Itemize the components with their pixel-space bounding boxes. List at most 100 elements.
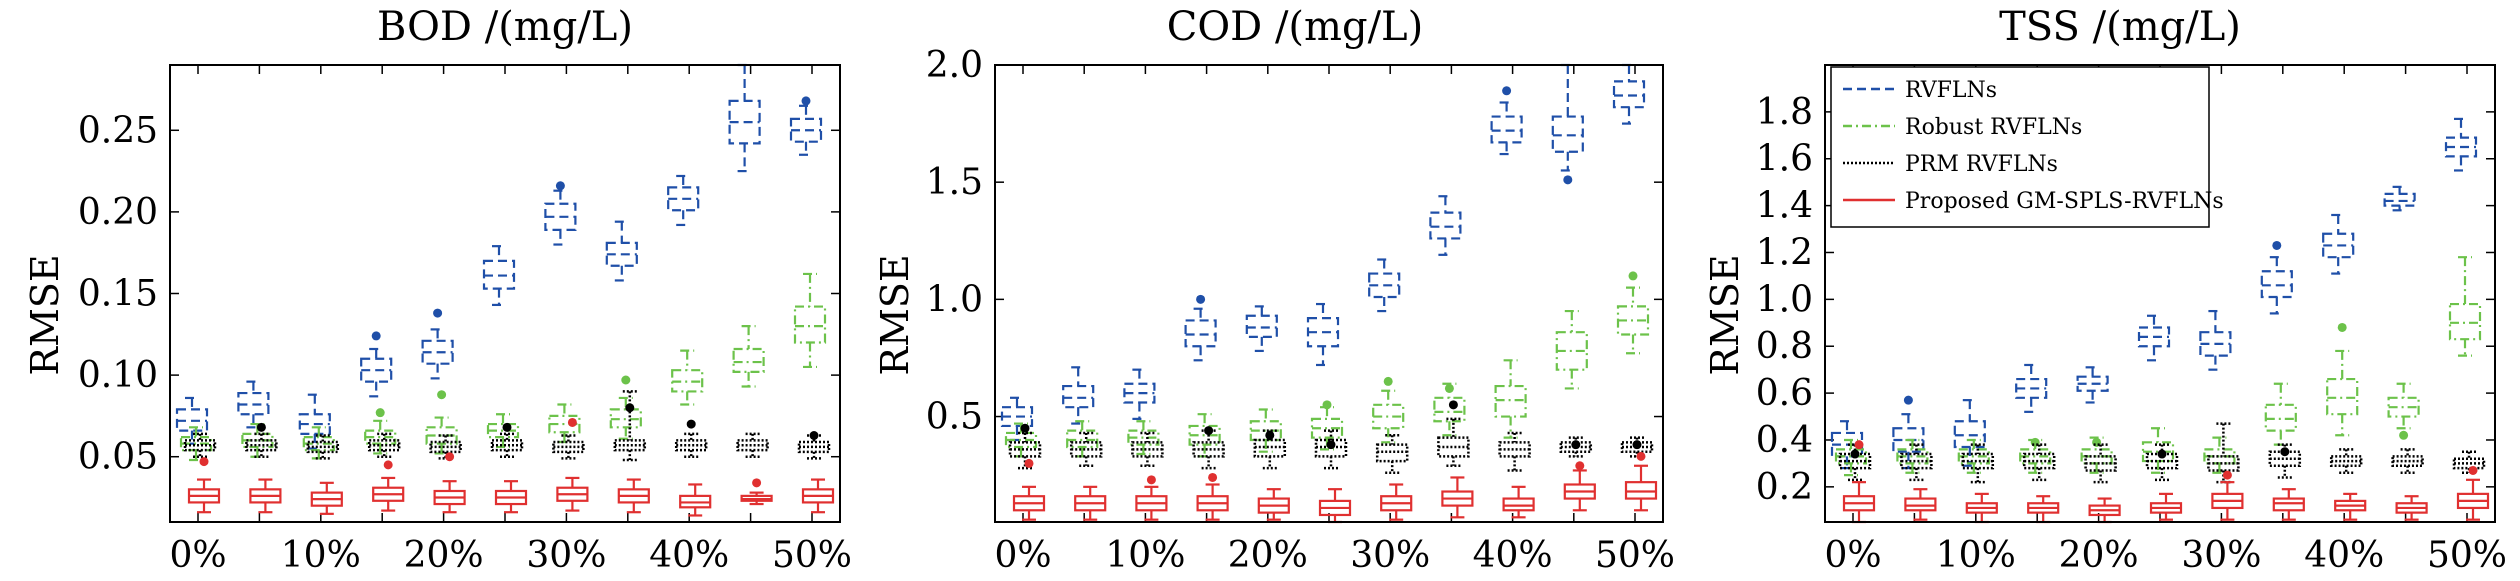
y-tick-label: 1.6	[1756, 139, 1813, 180]
box-iqr	[1433, 396, 1466, 423]
x-tick-label: 40%	[649, 535, 729, 576]
box-iqr	[421, 339, 454, 365]
y-tick-label: 1.8	[1756, 92, 1813, 133]
box-outlier	[2222, 470, 2232, 480]
box-iqr	[605, 241, 638, 267]
box-prm-rvflns	[367, 432, 401, 458]
box-prm-rvflns	[797, 430, 831, 460]
legend-label: Robust RVFLNs	[1905, 115, 2082, 140]
y-tick-label: 0.20	[78, 192, 158, 233]
box-prm-rvflns	[1375, 434, 1409, 475]
box-rvflns	[1892, 395, 1925, 470]
box-outlier	[2337, 322, 2347, 332]
box-outlier	[1628, 271, 1638, 281]
box-outlier	[1632, 440, 1642, 450]
box-outlier	[1146, 475, 1156, 485]
box-iqr	[789, 117, 823, 143]
box-rvflns	[1245, 305, 1278, 353]
box-outlier	[2468, 465, 2478, 475]
box-robust-rvflns	[2387, 382, 2420, 440]
box-prm-rvflns	[1192, 426, 1225, 470]
box-outlier	[437, 390, 447, 400]
x-tick-label: 30%	[2181, 535, 2261, 576]
box-robust-rvflns	[671, 349, 704, 406]
box-robust-rvflns	[1127, 420, 1160, 456]
box-robust-rvflns	[1433, 382, 1466, 437]
box-proposed-gm-spls-rvflns	[1904, 488, 1937, 521]
box-iqr	[1502, 497, 1535, 512]
box-prm-rvflns	[1900, 443, 1933, 482]
box-iqr	[360, 357, 393, 383]
box-prm-rvflns	[2391, 448, 2424, 475]
box-iqr	[1490, 115, 1523, 144]
box-iqr	[1953, 420, 1986, 449]
box-prm-rvflns	[1131, 431, 1164, 468]
box-proposed-gm-spls-rvflns	[1257, 488, 1290, 521]
box-proposed-gm-spls-rvflns	[617, 478, 650, 514]
box-outlier	[383, 460, 393, 470]
box-robust-rvflns	[364, 408, 397, 455]
box-robust-rvflns	[1896, 438, 1929, 474]
box-rvflns	[2444, 117, 2478, 172]
box-outlier	[1024, 458, 1034, 468]
box-proposed-gm-spls-rvflns	[556, 417, 589, 512]
x-tick-label: 0%	[994, 535, 1051, 576]
box-proposed-gm-spls-rvflns	[1380, 483, 1413, 521]
y-axis-label: RMSE	[1703, 254, 1747, 375]
box-iqr	[2272, 497, 2305, 512]
box-rvflns	[544, 181, 577, 246]
x-tick-label: 40%	[1473, 535, 1553, 576]
box-rvflns	[1184, 294, 1217, 362]
box-iqr	[1245, 314, 1278, 338]
box-iqr	[1066, 429, 1099, 449]
x-tick-label: 10%	[1936, 535, 2016, 576]
box-prm-rvflns	[2145, 443, 2179, 482]
legend-label: Proposed GM-SPLS-RVFLNs	[1905, 189, 2224, 214]
plot-area: 0.2 0.4 0.6 0.8 1.0 1.2 1.4 1.6 1.8 0% 10% 20% 30% 40…	[1756, 65, 2507, 576]
box-outlier	[502, 422, 512, 432]
box-rvflns	[1062, 366, 1095, 425]
box-rvflns	[298, 393, 331, 450]
y-axis-label: RMSE	[23, 254, 67, 375]
box-outlier	[1575, 461, 1585, 471]
box-iqr	[1892, 427, 1925, 453]
box-outlier	[809, 430, 819, 440]
x-tick-label: 20%	[404, 535, 484, 576]
y-tick-label: 0.25	[78, 110, 158, 151]
box-rvflns	[728, 63, 761, 173]
box-iqr	[793, 305, 827, 344]
plot-area: 0.5 1.0 1.5 2.0 0% 10% 20% 30% 40% 50%	[926, 45, 1675, 576]
box-prm-rvflns	[1314, 429, 1348, 470]
box-proposed-gm-spls-rvflns	[679, 483, 712, 517]
y-tick-label: 0.05	[78, 437, 158, 478]
box-rvflns	[482, 245, 516, 307]
box-robust-rvflns	[1616, 271, 1650, 355]
box-proposed-gm-spls-rvflns	[2334, 492, 2367, 521]
box-rvflns	[605, 220, 638, 282]
box-outlier	[199, 457, 209, 467]
box-rvflns	[2076, 366, 2109, 404]
box-robust-rvflns	[1188, 413, 1221, 458]
box-proposed-gm-spls-rvflns	[2456, 465, 2490, 521]
box-outlier	[433, 308, 443, 318]
box-proposed-gm-spls-rvflns	[2395, 495, 2428, 521]
y-tick-label: 1.5	[926, 162, 983, 203]
box-iqr	[1188, 424, 1221, 446]
box-proposed-gm-spls-rvflns	[1563, 461, 1596, 512]
box-iqr	[2260, 270, 2293, 299]
box-prm-rvflns	[552, 434, 585, 460]
x-tick-label: 40%	[2304, 535, 2384, 576]
box-iqr	[1184, 319, 1217, 348]
box-proposed-gm-spls-rvflns	[310, 481, 343, 515]
box-rvflns	[175, 396, 209, 445]
box-iqr	[1368, 272, 1401, 299]
box-outlier	[567, 417, 577, 427]
y-axis-label: RMSE	[873, 254, 917, 375]
box-rvflns	[1551, 63, 1584, 185]
box-proposed-gm-spls-rvflns	[1074, 485, 1107, 521]
box-outlier	[1571, 440, 1581, 450]
box-iqr	[1062, 384, 1095, 409]
box-proposed-gm-spls-rvflns	[494, 480, 528, 514]
box-outlier	[1383, 376, 1393, 386]
